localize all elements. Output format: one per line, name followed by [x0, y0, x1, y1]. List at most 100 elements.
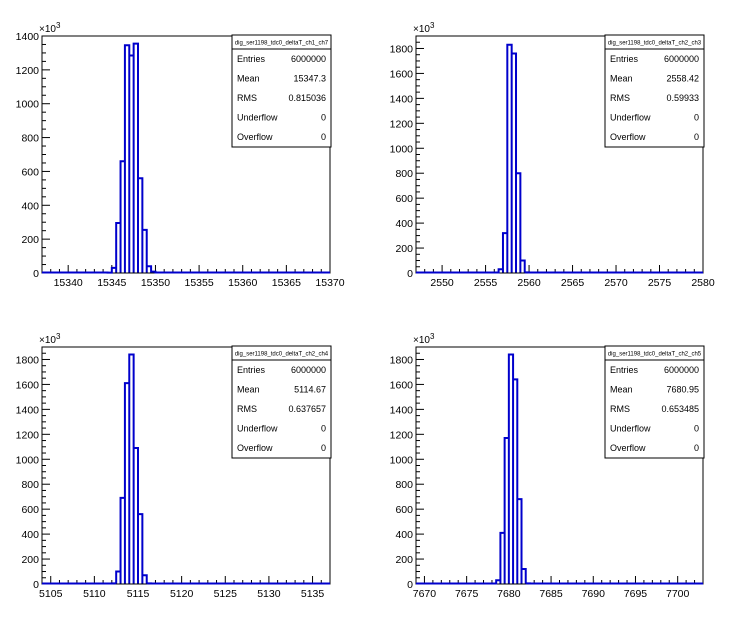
y-tick-label: 800: [395, 168, 413, 180]
stats-row-label: Mean: [237, 384, 260, 394]
stats-title: dig_ser1198_tdc0_deltaT_ch1_ch7: [235, 41, 329, 47]
stats-row-label: Entries: [610, 365, 639, 375]
stats-row-label: Mean: [610, 384, 633, 394]
y-tick-label: 800: [395, 479, 413, 491]
stats-row-label: Underflow: [237, 113, 278, 123]
histogram-panel: 2550 2555 2560 2565 2570 2575 2580 0 200 400 600 80…: [390, 21, 715, 289]
x-tick-label: 2570: [604, 277, 628, 289]
x-tick-label: 5110: [83, 588, 106, 600]
y-tick-label: 1000: [16, 454, 40, 466]
y-exponent-label: ×103: [39, 21, 61, 35]
stats-row-label: Entries: [237, 365, 266, 375]
y-tick-label: 200: [395, 243, 413, 255]
x-tick-label: 5135: [301, 588, 325, 600]
histogram-panel: 7670 7675 7680 7685 7690 7695 7700 0 200 400 600 80…: [390, 332, 705, 600]
stats-row-label: Overflow: [610, 132, 646, 142]
stats-row-value: 0: [694, 443, 699, 453]
y-tick-label: 600: [21, 504, 39, 516]
stats-row-label: Underflow: [610, 424, 651, 434]
x-tick-label: 15370: [315, 277, 344, 289]
x-tick-label: 2550: [430, 277, 454, 289]
x-tick-label: 7695: [624, 588, 648, 600]
stats-row-label: Overflow: [237, 132, 273, 142]
x-tick-label: 2580: [691, 277, 715, 289]
y-tick-label: 1600: [390, 68, 414, 80]
y-tick-label: 800: [21, 479, 39, 491]
y-exponent-label: ×103: [413, 21, 435, 35]
y-tick-label: 1200: [390, 429, 414, 441]
y-tick-label: 400: [395, 529, 413, 541]
histogram-line: [42, 42, 330, 274]
stats-row-value: 0: [321, 113, 326, 123]
x-tick-label: 2560: [517, 277, 541, 289]
x-tick-label: 15360: [228, 277, 257, 289]
y-tick-label: 0: [407, 579, 413, 591]
y-tick-label: 1600: [16, 379, 40, 391]
y-tick-label: 1000: [390, 454, 414, 466]
stats-box: dig_ser1198_tdc0_deltaT_ch2_ch3 Entries 60…: [604, 34, 705, 148]
y-tick-label: 1400: [390, 404, 414, 416]
stats-row-label: Mean: [237, 73, 260, 83]
stats-row-value: 6000000: [664, 54, 699, 64]
y-tick-label: 800: [21, 133, 39, 145]
stats-row-value: 0.815036: [288, 93, 326, 103]
x-tick-label: 15340: [54, 277, 83, 289]
stats-box-frame: [231, 345, 332, 459]
y-tick-label: 1200: [390, 118, 414, 130]
stats-row-value: 6000000: [664, 365, 699, 375]
stats-row-label: Underflow: [610, 113, 651, 123]
x-tick-label: 15355: [184, 277, 213, 289]
y-tick-label: 400: [21, 200, 39, 212]
stats-row-value: 0.59933: [666, 93, 699, 103]
stats-row-label: Overflow: [610, 443, 646, 453]
stats-row-value: 15347.3: [293, 73, 326, 83]
stats-row-value: 0: [694, 132, 699, 142]
x-tick-label: 15350: [141, 277, 170, 289]
y-tick-label: 0: [33, 268, 39, 280]
y-exponent-label: ×103: [39, 332, 61, 346]
x-tick-label: 2575: [648, 277, 672, 289]
x-tick-label: 5115: [127, 588, 150, 600]
x-tick-label: 7700: [666, 588, 690, 600]
stats-row-value: 7680.95: [666, 384, 699, 394]
y-tick-label: 1800: [16, 354, 40, 366]
x-tick-label: 7690: [582, 588, 606, 600]
y-tick-label: 1600: [390, 379, 414, 391]
stats-box: dig_ser1198_tdc0_deltaT_ch1_ch7 Entries 60…: [231, 34, 332, 148]
y-tick-label: 1200: [16, 429, 40, 441]
stats-row-value: 5114.67: [294, 384, 326, 394]
y-tick-label: 200: [21, 554, 39, 566]
stats-title: dig_ser1198_tdc0_deltaT_ch2_ch4: [235, 352, 329, 358]
histogram-panel: 5105 5110 5115 5120 5125 5130 5135 0 200 400 600 80…: [16, 332, 332, 600]
x-tick-label: 2565: [561, 277, 585, 289]
y-tick-label: 1400: [390, 93, 414, 105]
x-tick-label: 7685: [539, 588, 563, 600]
stats-row-value: 0: [694, 424, 699, 434]
y-tick-label: 400: [21, 529, 39, 541]
stats-row-label: Entries: [237, 54, 266, 64]
stats-row-label: RMS: [237, 404, 257, 414]
x-tick-label: 5105: [39, 588, 63, 600]
x-tick-label: 5120: [170, 588, 194, 600]
y-tick-label: 1000: [390, 143, 414, 155]
y-tick-label: 200: [21, 234, 39, 246]
stats-row-value: 6000000: [291, 365, 326, 375]
y-tick-label: 1000: [16, 99, 40, 111]
x-tick-label: 2555: [474, 277, 498, 289]
y-tick-label: 1400: [16, 31, 40, 43]
stats-row-label: RMS: [610, 93, 630, 103]
y-tick-label: 1800: [390, 43, 414, 55]
stats-box-frame: [231, 34, 332, 148]
stats-box: dig_ser1198_tdc0_deltaT_ch2_ch5 Entries 60…: [604, 345, 705, 459]
stats-row-value: 2558.42: [666, 73, 699, 83]
y-tick-label: 0: [33, 579, 39, 591]
y-tick-label: 400: [395, 218, 413, 230]
histogram-line: [416, 43, 703, 274]
y-tick-label: 1200: [16, 65, 40, 77]
y-tick-label: 1800: [390, 354, 414, 366]
histogram-line: [42, 353, 330, 585]
x-tick-label: 5130: [257, 588, 281, 600]
stats-row-value: 0.637657: [288, 404, 326, 414]
y-tick-label: 0: [407, 268, 413, 280]
